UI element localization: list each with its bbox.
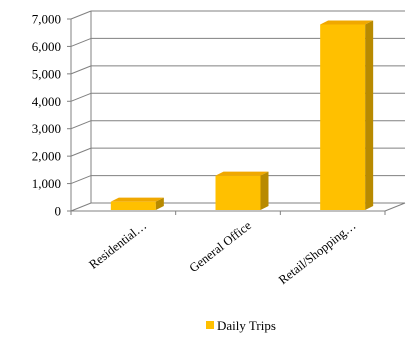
y-tick-label: 1,000 bbox=[32, 176, 61, 191]
legend-swatch-daily-trips bbox=[206, 321, 214, 329]
bar bbox=[320, 24, 366, 210]
bar-side bbox=[260, 171, 269, 210]
gridline-wall bbox=[70, 92, 92, 102]
gridline-wall bbox=[70, 120, 92, 130]
y-tick-label: 7,000 bbox=[32, 12, 61, 27]
bar bbox=[215, 175, 261, 210]
y-tick-label: 3,000 bbox=[32, 121, 61, 136]
floor-right-edge bbox=[384, 202, 406, 212]
y-tick-label: 5,000 bbox=[32, 66, 61, 81]
y-tick-label: 0 bbox=[55, 204, 62, 219]
x-category-label: Retail/Shopping… bbox=[276, 218, 358, 287]
gridline-wall bbox=[70, 175, 92, 185]
gridline-wall bbox=[70, 10, 92, 20]
labels: 0 1,000 2,000 3,000 4,000 5,000 6,000 7,000 Resi… bbox=[32, 12, 359, 288]
bar-top bbox=[215, 171, 269, 176]
y-tick-label: 4,000 bbox=[32, 94, 61, 109]
bar bbox=[110, 201, 156, 210]
gridline-wall bbox=[70, 202, 92, 212]
y-tick-label: 2,000 bbox=[32, 149, 61, 164]
bars bbox=[110, 20, 374, 210]
gridline-wall bbox=[70, 147, 92, 157]
bar-top bbox=[110, 197, 164, 202]
legend: Daily Trips bbox=[206, 318, 276, 333]
x-category-label: General Office bbox=[187, 218, 255, 275]
y-tick-label: 6,000 bbox=[32, 39, 61, 54]
axes bbox=[67, 11, 406, 215]
bar-side bbox=[365, 20, 374, 210]
bar-side bbox=[155, 197, 164, 210]
gridline-wall bbox=[70, 37, 92, 47]
x-category-label: Residential… bbox=[86, 218, 149, 271]
legend-label-daily-trips: Daily Trips bbox=[217, 318, 276, 333]
bar-top bbox=[320, 20, 374, 25]
gridline-wall bbox=[70, 65, 92, 75]
